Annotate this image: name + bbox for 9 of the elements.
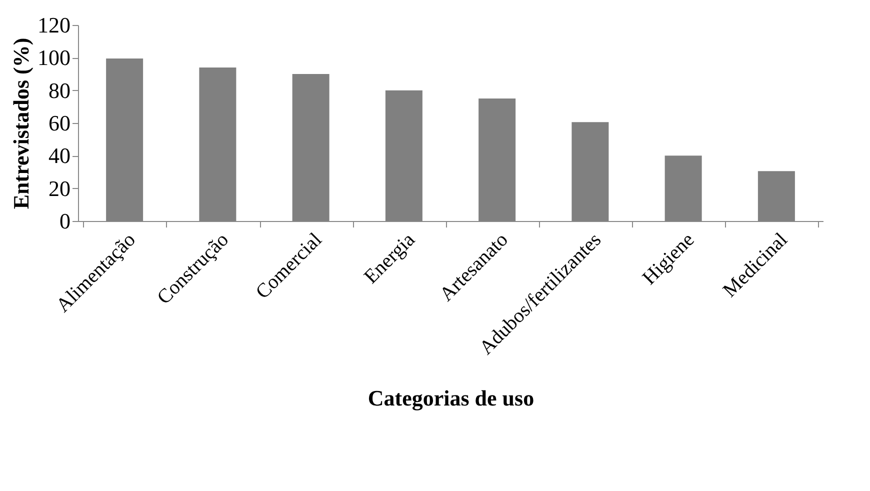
- y-tick-label: 80: [48, 78, 70, 103]
- y-tick-label: 120: [38, 12, 70, 38]
- y-tick-label: 20: [48, 176, 70, 201]
- y-tick-label: 60: [48, 110, 70, 136]
- y-tick-label: 40: [48, 143, 70, 168]
- y-tick-label: 100: [38, 45, 70, 70]
- y-tick-label: 0: [60, 208, 70, 234]
- y-axis-title: Entrevistados (%): [8, 38, 34, 210]
- x-axis-title: Categorias de uso: [368, 385, 534, 410]
